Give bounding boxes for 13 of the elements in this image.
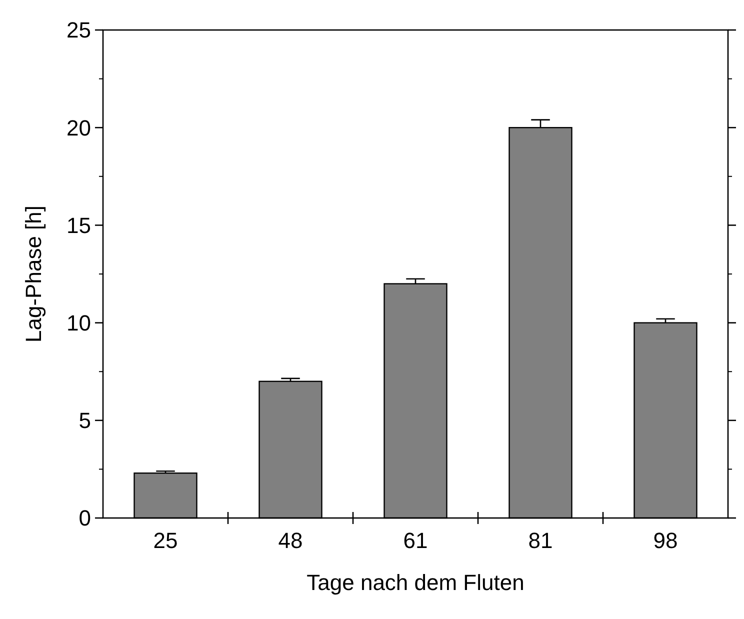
x-tick-label: 61: [403, 528, 428, 553]
y-tick-label: 10: [66, 310, 91, 336]
y-tick-label: 20: [66, 115, 91, 140]
y-tick-label: 25: [66, 18, 91, 43]
x-tick-label: 98: [653, 528, 678, 553]
x-axis-title: Tage nach dem Fluten: [306, 570, 524, 595]
x-tick-label: 25: [153, 528, 178, 553]
x-tick-label: 48: [278, 528, 303, 553]
x-tick-label: 81: [528, 528, 553, 553]
y-tick-label: 0: [78, 506, 91, 531]
y-tick-label: 5: [78, 408, 91, 434]
y-axis-title: Lag-Phase [h]: [21, 206, 46, 342]
y-tick-label: 15: [66, 212, 91, 238]
